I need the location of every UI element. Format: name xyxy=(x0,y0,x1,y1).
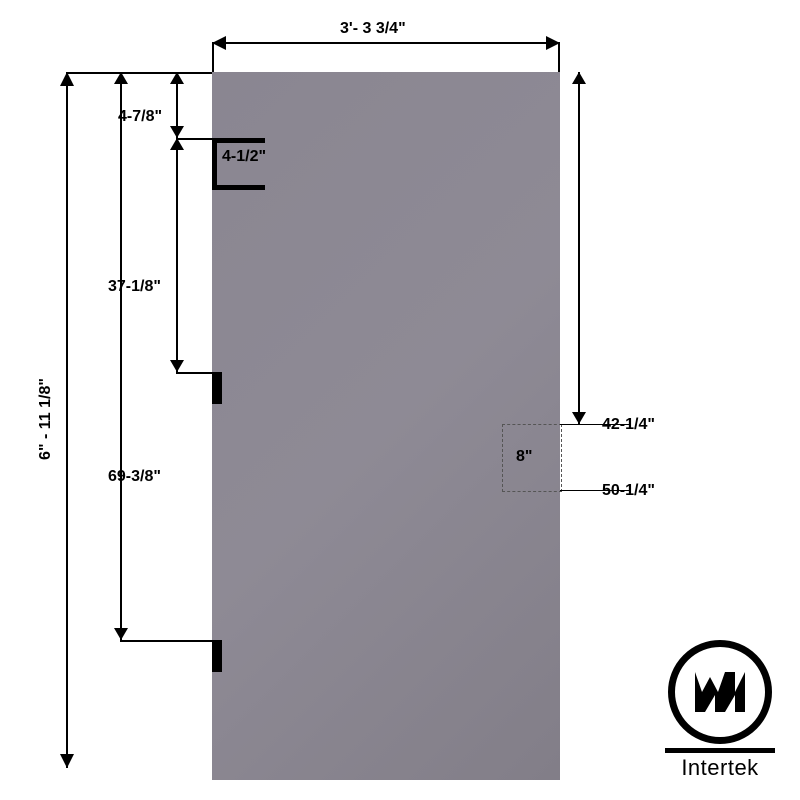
label-cutout-top: 42-1/4" xyxy=(602,416,655,434)
label-cutout-size: 8" xyxy=(516,448,532,466)
tick-height-top xyxy=(66,72,212,74)
arrow-height-top xyxy=(60,72,74,86)
arrow-mid-up xyxy=(170,138,184,150)
tick-width-left xyxy=(212,42,214,72)
intertek-logo: Intertek xyxy=(660,640,780,781)
label-top-offset: 4-7/8" xyxy=(118,108,162,126)
label-cutout-bottom: 50-1/4" xyxy=(602,482,655,500)
dim-line-cutout-top xyxy=(578,72,580,424)
dim-line-mid xyxy=(176,138,178,372)
wh-mark-icon xyxy=(690,667,750,717)
arrow-mid-down xyxy=(170,360,184,372)
arrow-width-left xyxy=(212,36,226,50)
dim-line-bottom xyxy=(120,72,122,640)
arrow-top-offset-down xyxy=(170,126,184,138)
label-height: 6" - 11 1/8" xyxy=(37,378,55,460)
logo-circle-icon xyxy=(668,640,772,744)
logo-underline xyxy=(665,748,775,753)
hinge-middle xyxy=(212,372,222,404)
arrow-height-bottom xyxy=(60,754,74,768)
arrow-top-offset-up xyxy=(170,72,184,84)
tick-bottom xyxy=(120,640,212,642)
arrow-cutout-top-down xyxy=(572,412,586,424)
label-bracket-width: 4-1/2" xyxy=(222,148,266,166)
arrow-bottom-down xyxy=(114,628,128,640)
label-bottom-hinge: 69-3/8" xyxy=(108,468,161,486)
label-width: 3'- 3 3/4" xyxy=(340,20,406,38)
dim-line-height xyxy=(66,72,68,768)
tick-width-right xyxy=(558,42,560,72)
logo-brand-text: Intertek xyxy=(660,755,780,781)
dim-line-width xyxy=(212,42,560,44)
label-mid-hinge: 37-1/8" xyxy=(108,278,161,296)
tick-mid xyxy=(176,372,212,374)
hinge-bottom xyxy=(212,640,222,672)
arrow-bottom-up xyxy=(114,72,128,84)
arrow-cutout-top-up xyxy=(572,72,586,84)
